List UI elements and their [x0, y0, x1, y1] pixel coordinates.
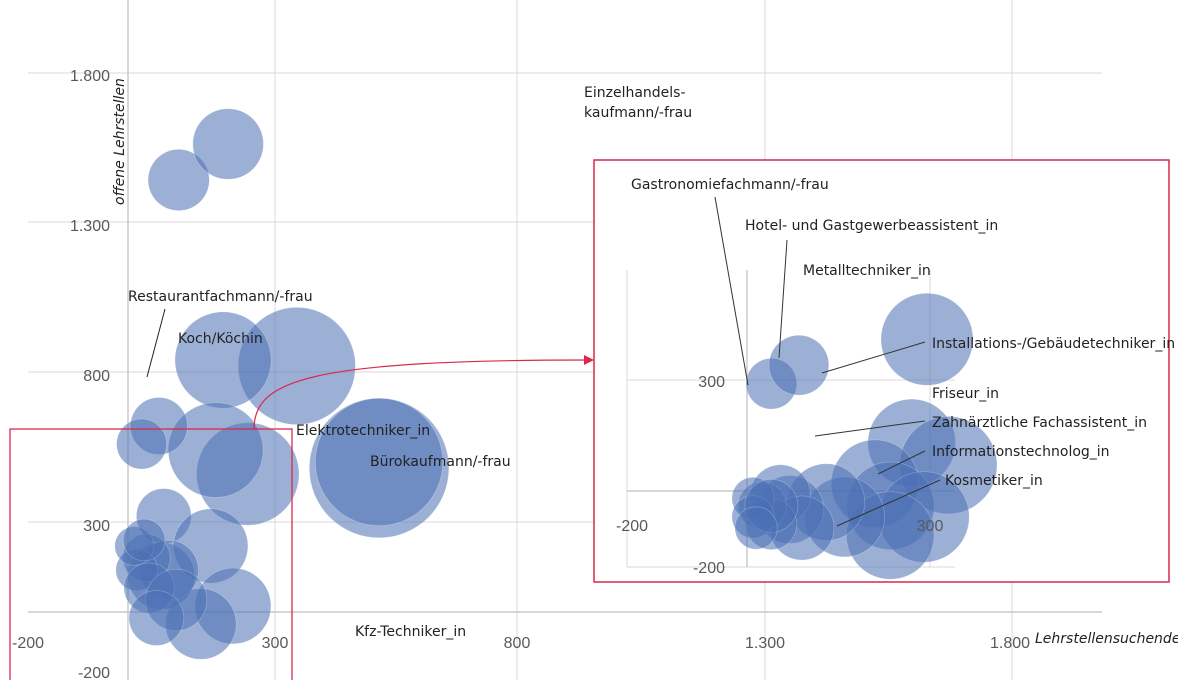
- y-tick-label: 1.300: [70, 218, 110, 235]
- leader-line: [778, 239, 788, 359]
- x-tick-label: 300: [262, 635, 289, 652]
- y-tick-label: 300: [83, 518, 110, 535]
- inset-label-friseur: Friseur_in: [932, 386, 999, 402]
- label-kfz: Kfz-Techniker_in: [355, 624, 466, 640]
- bubble: [116, 418, 168, 470]
- inset-label-it: Informationstechnolog_in: [932, 444, 1110, 460]
- x-tick-label: -200: [12, 635, 44, 652]
- leader-line: [836, 479, 941, 527]
- inset-panel: -200 300 300 -200 Gastronomiefachmann/-f…: [593, 159, 1175, 583]
- inset-y-tick-label: 300: [698, 374, 725, 391]
- inset-x-tick-label: -200: [616, 518, 648, 535]
- x-axis-title: Lehrstellensuchende: [1035, 631, 1178, 647]
- inset-bubble: [768, 334, 830, 396]
- inset-x-tick-label: 300: [917, 518, 944, 535]
- inset-bubble: [880, 292, 974, 386]
- leader-line: [877, 450, 926, 475]
- bubble: [192, 108, 264, 180]
- bubble: [174, 311, 272, 409]
- main-labels: Einzelhandels- kaufmann/-frau Restaurant…: [128, 85, 692, 640]
- y-tick-label: -200: [78, 665, 110, 680]
- inset-label-kosmetik: Kosmetiker_in: [945, 473, 1043, 489]
- bubble: [314, 397, 444, 527]
- leader-line: [821, 341, 926, 374]
- label-einzelhandel-line2: kaufmann/-frau: [584, 105, 692, 121]
- y-tick-label: 800: [83, 368, 110, 385]
- inset-label-hotel: Hotel- und Gastgewerbeassistent_in: [745, 218, 998, 234]
- zoom-region-box: [9, 428, 293, 680]
- y-tick-label: 1.800: [70, 68, 110, 85]
- label-koch: Koch/Köchin: [178, 331, 263, 347]
- inset-bubbles: [731, 292, 998, 580]
- y-axis-title: offene Lehrstellen: [112, 78, 128, 205]
- label-einzelhandel-line1: Einzelhandels-: [584, 85, 686, 101]
- zoom-connector-arrowhead: [584, 355, 594, 365]
- label-restaurant: Restaurantfachmann/-frau: [128, 289, 313, 305]
- inset-label-zahn: Zahnärztliche Fachassistent_in: [932, 415, 1147, 431]
- label-buero: Bürokaufmann/-frau: [370, 454, 511, 470]
- label-elektro: Elektrotechniker_in: [296, 423, 430, 439]
- x-tick-label: 800: [504, 635, 531, 652]
- inset-label-metall: Metalltechniker_in: [803, 263, 931, 279]
- inset-label-gastronomie: Gastronomiefachmann/-frau: [631, 177, 829, 193]
- bubble: [128, 590, 185, 646]
- leader-line: [146, 308, 166, 378]
- x-tick-label: 1.800: [990, 635, 1030, 652]
- zoom-connector-line: [253, 359, 591, 430]
- leader-line: [814, 420, 926, 437]
- inset-bubble: [734, 506, 778, 550]
- inset-label-installation: Installations-/Gebäudetechniker_in: [932, 336, 1175, 352]
- leader-line: [714, 196, 749, 386]
- main-ticks: -200 300 800 1.300 1.800 -200 300 800 1.…: [12, 68, 1030, 680]
- bubble: [147, 148, 210, 211]
- x-tick-label: 1.300: [745, 635, 785, 652]
- main-bubbles: [114, 108, 450, 660]
- bubble: [122, 518, 166, 562]
- inset-y-tick-label: -200: [693, 560, 725, 577]
